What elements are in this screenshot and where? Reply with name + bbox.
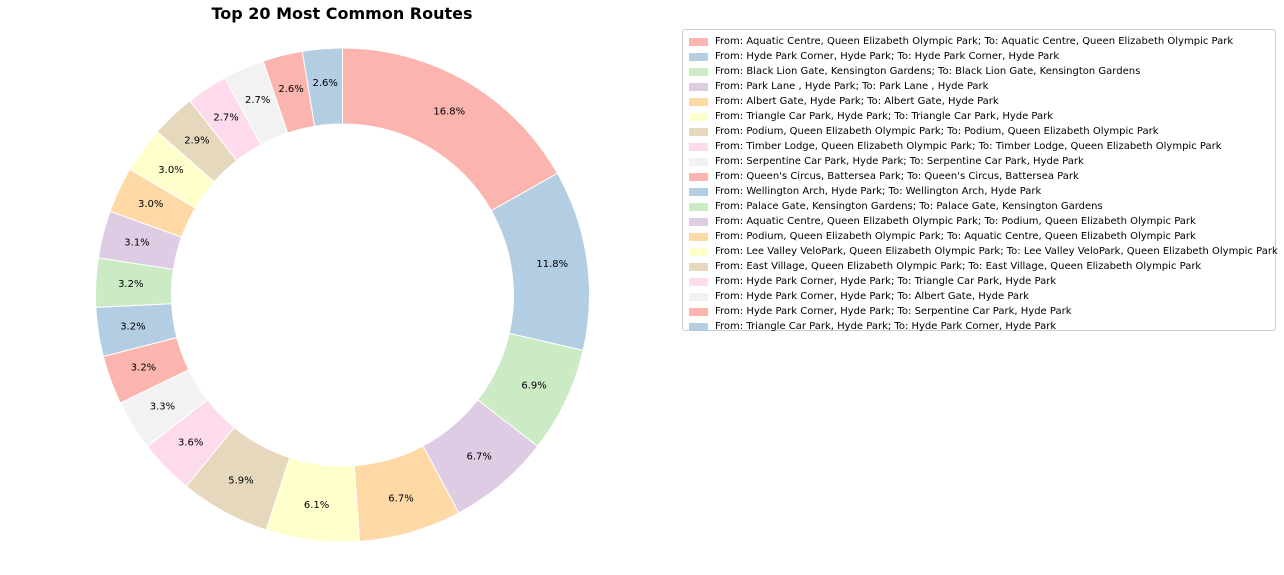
- legend-entry: From: Queen's Circus, Battersea Park; To…: [689, 169, 1267, 184]
- slice-percent-label: 2.6%: [278, 84, 303, 95]
- legend-swatch: [689, 52, 708, 61]
- legend-label: From: Hyde Park Corner, Hyde Park; To: A…: [715, 291, 1029, 302]
- legend-label: From: Aquatic Centre, Queen Elizabeth Ol…: [715, 216, 1196, 227]
- legend-entry: From: Aquatic Centre, Queen Elizabeth Ol…: [689, 214, 1267, 229]
- legend-entry: From: Lee Valley VeloPark, Queen Elizabe…: [689, 244, 1278, 259]
- legend-label: From: Timber Lodge, Queen Elizabeth Olym…: [715, 141, 1222, 152]
- legend-swatch: [689, 112, 708, 121]
- legend-swatch: [689, 277, 708, 286]
- slice-percent-label: 5.9%: [228, 476, 253, 487]
- legend: From: Aquatic Centre, Queen Elizabeth Ol…: [682, 29, 1278, 334]
- slice-percent-label: 3.2%: [131, 363, 156, 374]
- legend-label: From: Queen's Circus, Battersea Park; To…: [715, 171, 1079, 182]
- slice-percent-label: 3.6%: [178, 438, 203, 449]
- slice-percent-label: 3.1%: [124, 237, 149, 248]
- legend-swatch: [689, 37, 708, 46]
- legend-label: From: Lee Valley VeloPark, Queen Elizabe…: [715, 246, 1278, 257]
- legend-swatch: [689, 142, 708, 151]
- legend-entry: From: Podium, Queen Elizabeth Olympic Pa…: [689, 229, 1267, 244]
- legend-swatch: [689, 187, 708, 196]
- legend-label: From: Aquatic Centre, Queen Elizabeth Ol…: [715, 36, 1234, 47]
- slice-percent-label: 3.2%: [118, 279, 143, 290]
- legend-swatch: [689, 307, 708, 316]
- legend-swatch: [689, 67, 708, 76]
- legend-entry: From: Timber Lodge, Queen Elizabeth Olym…: [689, 139, 1267, 154]
- legend-label: From: Serpentine Car Park, Hyde Park; To…: [715, 156, 1084, 167]
- legend-entry: From: Triangle Car Park, Hyde Park; To: …: [689, 109, 1267, 124]
- legend-label: From: Black Lion Gate, Kensington Garden…: [715, 66, 1141, 77]
- slice-percent-label: 2.9%: [184, 135, 209, 146]
- legend-label: From: Wellington Arch, Hyde Park; To: We…: [715, 186, 1042, 197]
- legend-entry: From: Podium, Queen Elizabeth Olympic Pa…: [689, 124, 1267, 139]
- legend-swatch: [689, 292, 708, 301]
- slice-percent-label: 3.0%: [138, 199, 163, 210]
- legend-entry: From: Hyde Park Corner, Hyde Park; To: A…: [689, 289, 1267, 304]
- legend-label: From: Triangle Car Park, Hyde Park; To: …: [715, 111, 1054, 122]
- legend-swatch: [689, 232, 708, 241]
- legend-entry: From: Aquatic Centre, Queen Elizabeth Ol…: [689, 34, 1267, 49]
- slice-percent-label: 2.7%: [245, 95, 270, 106]
- legend-label: From: Park Lane , Hyde Park; To: Park La…: [715, 81, 989, 92]
- legend-label: From: Hyde Park Corner, Hyde Park; To: T…: [715, 276, 1057, 287]
- slice-percent-label: 6.9%: [521, 380, 546, 391]
- legend-swatch: [689, 322, 708, 331]
- chart-title: Top 20 Most Common Routes: [211, 4, 472, 23]
- donut-slices: [95, 47, 590, 543]
- legend-label: From: Triangle Car Park, Hyde Park; To: …: [715, 321, 1057, 332]
- slice-percent-label: 3.3%: [150, 401, 175, 412]
- slice-percent-label: 6.1%: [304, 500, 329, 511]
- legend-entry: From: Palace Gate, Kensington Gardens; T…: [689, 199, 1267, 214]
- legend-entry: From: Hyde Park Corner, Hyde Park; To: H…: [689, 49, 1267, 64]
- legend-entry: From: Wellington Arch, Hyde Park; To: We…: [689, 184, 1267, 199]
- slice-percent-label: 2.6%: [312, 78, 337, 89]
- legend-label: From: Palace Gate, Kensington Gardens; T…: [715, 201, 1103, 212]
- legend-swatch: [689, 157, 708, 166]
- legend-swatch: [689, 247, 708, 256]
- legend-swatch: [689, 82, 708, 91]
- slice-percent-label: 16.8%: [433, 106, 465, 117]
- legend-swatch: [689, 217, 708, 226]
- donut-slice: [301, 47, 343, 127]
- legend-label: From: Podium, Queen Elizabeth Olympic Pa…: [715, 126, 1159, 137]
- legend-label: From: Hyde Park Corner, Hyde Park; To: S…: [715, 306, 1072, 317]
- legend-entry: From: Triangle Car Park, Hyde Park; To: …: [689, 319, 1267, 334]
- slice-percent-label: 11.8%: [536, 259, 568, 270]
- legend-entry: From: Hyde Park Corner, Hyde Park; To: S…: [689, 304, 1267, 319]
- legend-label: From: Albert Gate, Hyde Park; To: Albert…: [715, 96, 999, 107]
- donut-slice: [342, 47, 559, 212]
- legend-entry: From: Park Lane , Hyde Park; To: Park La…: [689, 79, 1267, 94]
- slice-percent-label: 6.7%: [388, 493, 413, 504]
- legend-entry: From: Hyde Park Corner, Hyde Park; To: T…: [689, 274, 1267, 289]
- legend-swatch: [689, 202, 708, 211]
- slice-labels: 16.8% 11.8% 6.9% 6.7% 6.7% 6.1% 5.9% 3.6% 3.3% 3.…: [118, 78, 568, 511]
- legend-swatch: [689, 97, 708, 106]
- slice-percent-label: 2.7%: [213, 112, 238, 123]
- legend-entry: From: Serpentine Car Park, Hyde Park; To…: [689, 154, 1267, 169]
- legend-swatch: [689, 127, 708, 136]
- slice-percent-label: 3.2%: [120, 321, 145, 332]
- legend-entry: From: East Village, Queen Elizabeth Olym…: [689, 259, 1267, 274]
- legend-swatch: [689, 262, 708, 271]
- legend-entry: From: Black Lion Gate, Kensington Garden…: [689, 64, 1267, 79]
- legend-label: From: Hyde Park Corner, Hyde Park; To: H…: [715, 51, 1060, 62]
- slice-percent-label: 6.7%: [466, 452, 491, 463]
- slice-percent-label: 3.0%: [158, 165, 183, 176]
- legend-swatch: [689, 172, 708, 181]
- legend-label: From: Podium, Queen Elizabeth Olympic Pa…: [715, 231, 1196, 242]
- legend-label: From: East Village, Queen Elizabeth Olym…: [715, 261, 1202, 272]
- legend-entry: From: Albert Gate, Hyde Park; To: Albert…: [689, 94, 1267, 109]
